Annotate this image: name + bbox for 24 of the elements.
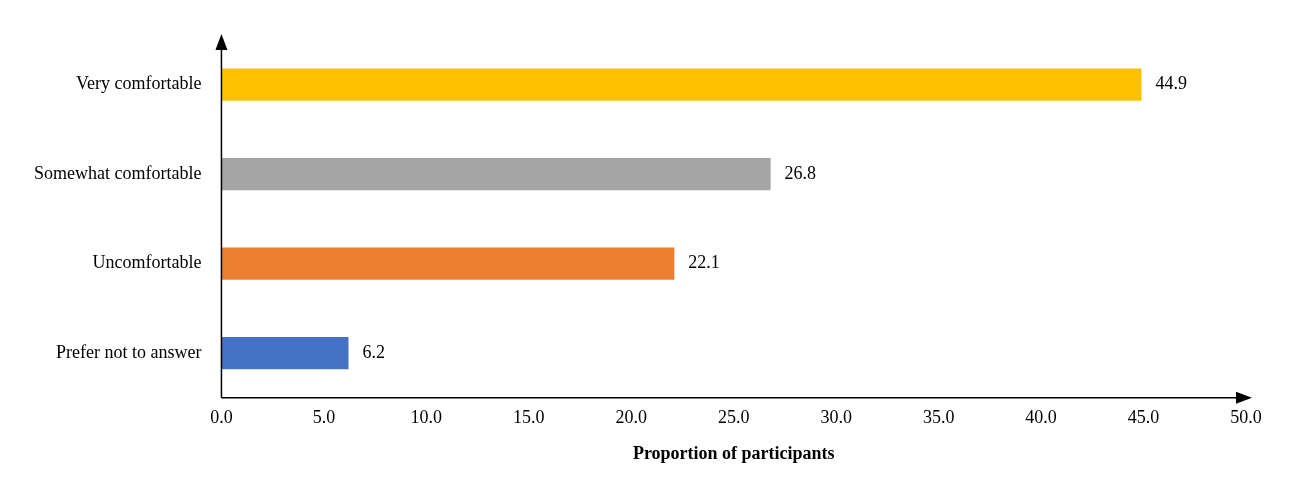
x-tick-label: 20.0 bbox=[615, 407, 648, 428]
data-label: 44.9 bbox=[1155, 73, 1187, 94]
x-axis-title: Proportion of participants bbox=[632, 442, 835, 463]
x-tick-label: 30.0 bbox=[820, 407, 852, 428]
y-tick-label: Uncomfortable bbox=[92, 252, 202, 273]
data-label: 26.8 bbox=[784, 162, 817, 183]
x-tick-label: 45.0 bbox=[1127, 407, 1160, 428]
x-tick-label: 40.0 bbox=[1025, 407, 1057, 428]
x-tick-label: 0.0 bbox=[210, 407, 233, 428]
y-tick-label: Prefer not to answer bbox=[56, 341, 202, 362]
x-tick-label: 35.0 bbox=[922, 407, 955, 428]
x-tick-label: 5.0 bbox=[312, 407, 336, 428]
bar bbox=[221, 247, 675, 280]
bar bbox=[221, 336, 349, 370]
x-tick-label: 10.0 bbox=[410, 407, 443, 428]
x-tick-label: 25.0 bbox=[717, 407, 750, 428]
bar bbox=[221, 68, 1142, 101]
data-label: 22.1 bbox=[688, 252, 720, 273]
y-tick-label: Somewhat comfortable bbox=[34, 162, 202, 183]
y-tick-label: Very comfortable bbox=[76, 73, 202, 94]
data-label: 6.2 bbox=[362, 341, 385, 362]
x-tick-label: 50.0 bbox=[1230, 407, 1262, 428]
bar bbox=[221, 158, 771, 191]
x-tick-label: 15.0 bbox=[513, 407, 545, 428]
